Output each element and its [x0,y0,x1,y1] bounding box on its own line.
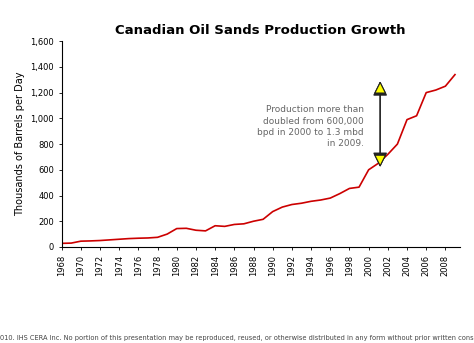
Text: Production more than
doubled from 600,000
bpd in 2000 to 1.3 mbd
in 2009.: Production more than doubled from 600,00… [257,106,364,148]
Text: © 2010. IHS CERA Inc. No portion of this presentation may be reproduced, reused,: © 2010. IHS CERA Inc. No portion of this… [0,335,474,341]
Title: Canadian Oil Sands Production Growth: Canadian Oil Sands Production Growth [116,24,406,37]
Y-axis label: Thousands of Barrels per Day: Thousands of Barrels per Day [15,72,25,216]
